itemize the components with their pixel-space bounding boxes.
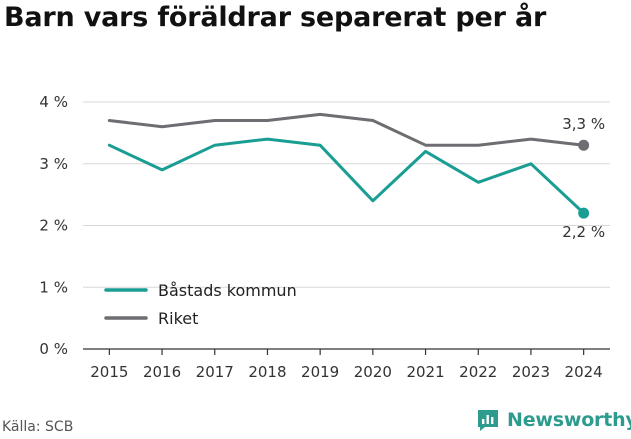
brand-name: Newsworthy [507,409,631,431]
y-tick-label: 2 % [39,217,68,235]
x-tick-label: 2021 [406,363,444,381]
x-tick-label: 2020 [354,363,392,381]
grid-layer [83,101,610,288]
y-tick-label: 0 % [39,340,68,358]
legend-label-1: Båstads kommun [158,281,297,300]
x-tick-label: 2023 [512,363,550,381]
x-tick-label: 2017 [196,363,234,381]
brand-logo: Newsworthy [476,408,631,432]
series-end-label-2: 3,3 % [562,115,605,133]
source-note: Källa: SCB [2,419,74,435]
y-tick-label: 1 % [39,278,68,296]
y-tick-label: 3 % [39,155,68,173]
x-tick-label: 2022 [459,363,497,381]
y-tick-label: 4 % [39,93,68,111]
series-line-1 [107,137,586,215]
series-layer: 2,2 % 3,3 % [107,112,605,241]
chart-title: Barn vars föräldrar separerat per år [4,2,547,33]
x-tick-label: 2018 [248,363,286,381]
series-line-2 [107,112,586,147]
x-tick-label: 2016 [143,363,181,381]
series-end-point-1 [578,207,590,219]
line-chart: 0 % 1 % 2 % 3 % 4 % 2015 2016 2017 2018 2019 2020 2… [39,93,610,381]
series-end-point-2 [578,139,590,151]
x-tick-label: 2015 [90,363,128,381]
legend: Båstads kommun Riket [104,281,297,328]
x-tick-label: 2024 [565,363,603,381]
x-tick-label: 2019 [301,363,339,381]
legend-label-2: Riket [158,309,198,328]
newsworthy-logo-icon [478,410,498,431]
axis-layer: 0 % 1 % 2 % 3 % 4 % 2015 2016 2017 2018 2019 2020 2… [39,93,610,381]
series-end-label-1: 2,2 % [562,223,605,241]
